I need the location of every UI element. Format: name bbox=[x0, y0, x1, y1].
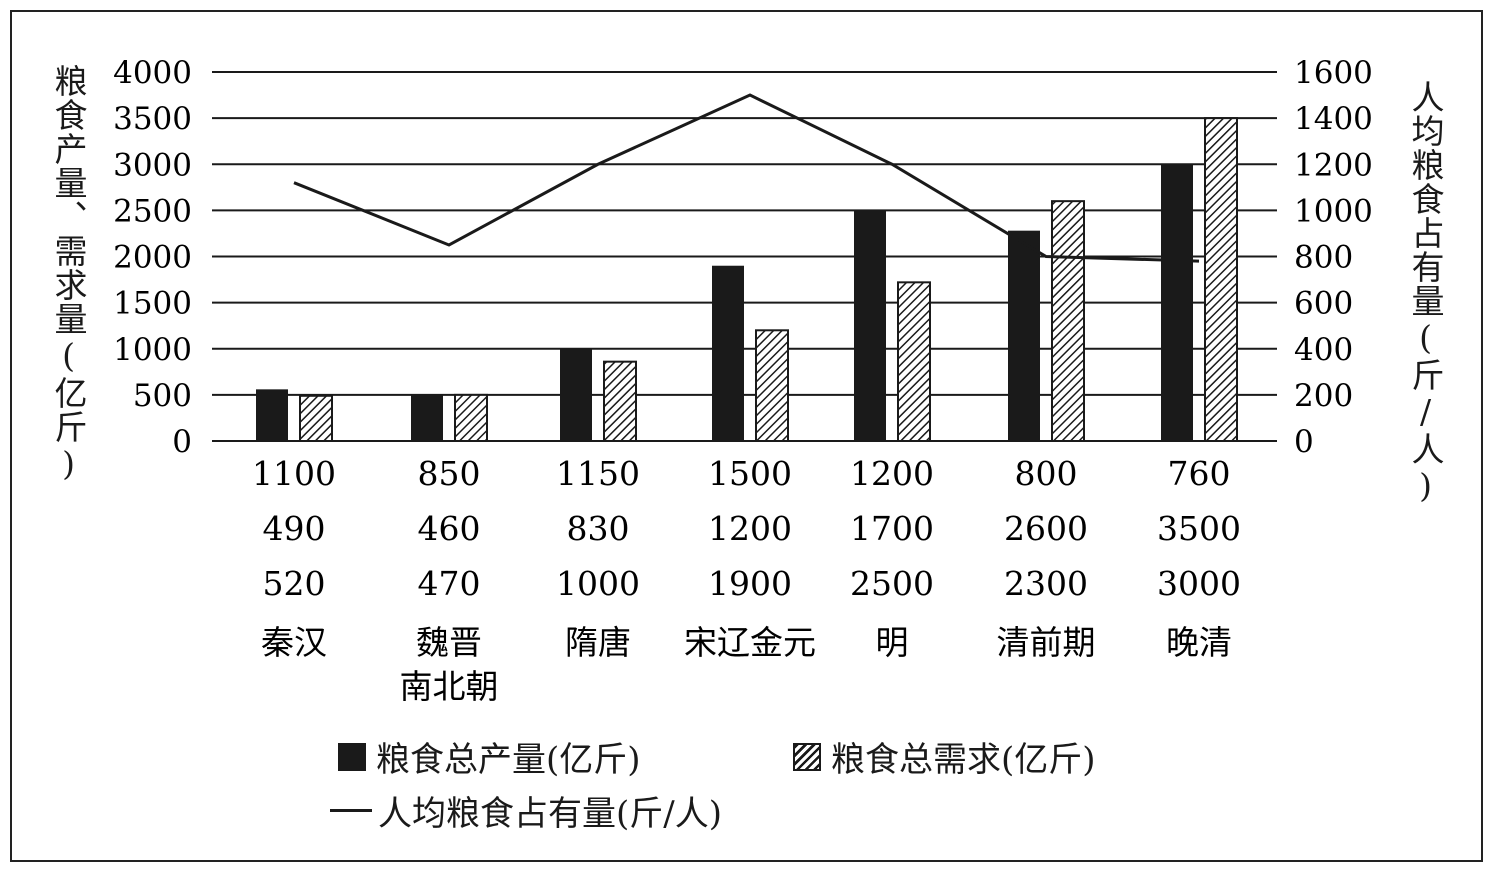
legend-label-per-capita: 人均粮食占有量(斤/人) bbox=[378, 794, 722, 834]
bar-demand bbox=[603, 360, 637, 443]
table-cell: 2300 bbox=[1004, 564, 1088, 603]
bar-demand bbox=[897, 281, 931, 442]
legend-swatch-solid bbox=[338, 742, 366, 771]
table-cell: 520 bbox=[263, 564, 326, 603]
per-capita-line bbox=[293, 93, 1200, 263]
bar-production bbox=[1008, 230, 1040, 441]
bar-production bbox=[560, 348, 592, 441]
bar-production bbox=[1161, 164, 1193, 441]
legend-item-per-capita: 人均粮食占有量(斤/人) bbox=[330, 786, 722, 835]
bar-demand bbox=[755, 329, 789, 442]
table-cell: 2500 bbox=[850, 564, 934, 603]
bar-production bbox=[712, 265, 744, 441]
y-axis-label-left: 粮食产量、需求量(亿斤) bbox=[49, 64, 88, 484]
legend-label-demand: 粮食总需求(亿斤) bbox=[831, 740, 1096, 780]
tick-labels: 0 500 1000 1500 2000 2500 3000 3500 4000 0 200 400 6… bbox=[113, 55, 1373, 460]
bars bbox=[256, 117, 1238, 443]
table-cell: 1150 bbox=[556, 454, 640, 493]
y-tick-label-left: 2000 bbox=[113, 240, 192, 276]
legend-item-production: 粮食总产量(亿斤) bbox=[338, 732, 641, 781]
table-cell: 2600 bbox=[1004, 509, 1088, 548]
table-cell: 760 bbox=[1168, 454, 1231, 493]
y-tick-label-right: 400 bbox=[1294, 332, 1353, 368]
y-tick-label-left: 2500 bbox=[113, 193, 192, 229]
y-tick-label-left: 1000 bbox=[113, 332, 192, 368]
y-tick-label-right: 800 bbox=[1294, 240, 1353, 276]
y-tick-label-right: 1600 bbox=[1294, 55, 1373, 91]
category-label: 魏晋 bbox=[416, 623, 482, 662]
table-cell: 3500 bbox=[1157, 509, 1241, 548]
bar-production bbox=[854, 210, 886, 441]
category-label: 秦汉 bbox=[261, 623, 327, 662]
bar-demand bbox=[1204, 117, 1238, 442]
category-label: 晚清 bbox=[1166, 623, 1232, 662]
table-cell: 1900 bbox=[708, 564, 792, 603]
y-tick-label-right: 1200 bbox=[1294, 147, 1373, 183]
table-cell: 850 bbox=[418, 454, 481, 493]
y-tick-label-right: 0 bbox=[1294, 424, 1314, 460]
grid-lines bbox=[212, 71, 1277, 442]
y-tick-label-right: 200 bbox=[1294, 378, 1353, 414]
bar-production bbox=[256, 389, 288, 441]
category-label: 明 bbox=[876, 623, 909, 662]
legend-item-demand: 粮食总需求(亿斤) bbox=[793, 732, 1096, 781]
table-cell: 490 bbox=[263, 509, 326, 548]
table-cell: 1000 bbox=[556, 564, 640, 603]
y-tick-label-right: 600 bbox=[1294, 286, 1353, 322]
y-tick-label-left: 1500 bbox=[113, 286, 192, 322]
table-cell: 1700 bbox=[850, 509, 934, 548]
y-tick-label-left: 3500 bbox=[113, 101, 192, 137]
data-table: 1100 850 1150 1500 1200 800 760 490 460 830 1200 17… bbox=[252, 454, 1241, 603]
y-axis-label-right: 人均粮食占有量(斤/人) bbox=[1406, 80, 1445, 506]
table-cell: 1500 bbox=[708, 454, 792, 493]
legend-label-production: 粮食总产量(亿斤) bbox=[376, 740, 641, 780]
y-tick-label-left: 500 bbox=[133, 378, 192, 414]
table-cell: 800 bbox=[1015, 454, 1078, 493]
series-line-per-capita bbox=[293, 93, 1200, 263]
legend-swatch-line bbox=[330, 809, 372, 812]
table-cell: 3000 bbox=[1157, 564, 1241, 603]
y-tick-label-left: 0 bbox=[172, 424, 192, 460]
category-label: 清前期 bbox=[997, 623, 1096, 662]
bar-production bbox=[411, 394, 443, 441]
legend-swatch-hatch bbox=[793, 742, 821, 771]
table-cell: 1200 bbox=[708, 509, 792, 548]
y-tick-label-right: 1400 bbox=[1294, 101, 1373, 137]
figure-frame bbox=[10, 10, 1483, 862]
y-tick-label-left: 3000 bbox=[113, 147, 192, 183]
table-cell: 470 bbox=[418, 564, 481, 603]
category-label: 南北朝 bbox=[400, 667, 499, 706]
bar-demand bbox=[1051, 200, 1085, 442]
bar-demand bbox=[299, 394, 333, 442]
category-label: 宋辽金元 bbox=[684, 623, 816, 662]
y-tick-label-left: 4000 bbox=[113, 55, 192, 91]
table-cell: 1200 bbox=[850, 454, 934, 493]
table-cell: 830 bbox=[567, 509, 630, 548]
category-label: 隋唐 bbox=[565, 623, 631, 662]
table-cell: 460 bbox=[418, 509, 481, 548]
bar-demand bbox=[454, 393, 488, 442]
y-tick-label-right: 1000 bbox=[1294, 193, 1373, 229]
table-cell: 1100 bbox=[252, 454, 336, 493]
